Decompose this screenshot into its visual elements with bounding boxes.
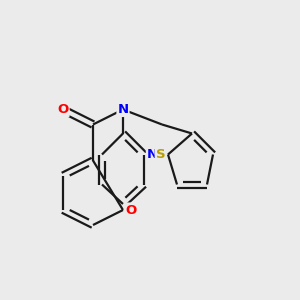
Text: N: N (147, 148, 158, 161)
Text: O: O (57, 103, 69, 116)
Text: O: O (125, 203, 136, 217)
Text: N: N (117, 103, 129, 116)
Text: S: S (156, 148, 165, 161)
